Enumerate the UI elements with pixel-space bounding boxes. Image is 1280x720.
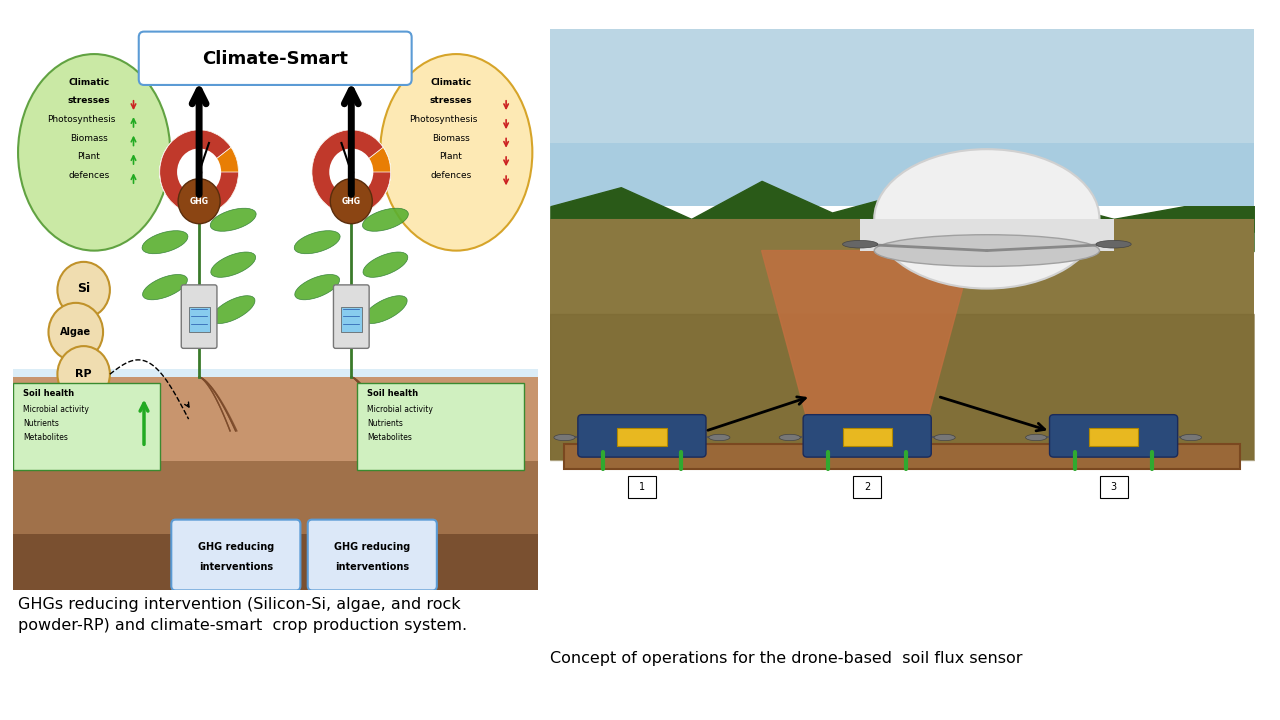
Ellipse shape [709, 434, 730, 441]
Text: defences: defences [68, 171, 110, 181]
Ellipse shape [1180, 434, 1202, 441]
Ellipse shape [1096, 240, 1132, 248]
Text: stresses: stresses [68, 96, 110, 105]
Circle shape [178, 179, 220, 224]
Text: 1: 1 [639, 482, 645, 492]
Wedge shape [312, 130, 390, 214]
Ellipse shape [211, 296, 255, 323]
Ellipse shape [142, 230, 188, 253]
Text: interventions: interventions [198, 562, 273, 572]
Text: Photosynthesis: Photosynthesis [408, 115, 477, 125]
Circle shape [177, 148, 221, 196]
Bar [842, 428, 892, 446]
FancyBboxPatch shape [138, 32, 412, 85]
Bar [860, 219, 1114, 251]
Text: GHG: GHG [189, 197, 209, 206]
Text: 2: 2 [864, 482, 870, 492]
FancyBboxPatch shape [307, 520, 436, 590]
Text: 3: 3 [1111, 482, 1116, 492]
Text: GHGs reducing intervention (Silicon-Si, algae, and rock
powder-RP) and climate-s: GHGs reducing intervention (Silicon-Si, … [18, 596, 467, 632]
FancyBboxPatch shape [172, 520, 301, 590]
Circle shape [329, 148, 374, 196]
Text: Algae: Algae [60, 327, 91, 337]
Text: Photosynthesis: Photosynthesis [47, 115, 115, 125]
Polygon shape [762, 251, 973, 459]
Ellipse shape [294, 230, 340, 253]
FancyBboxPatch shape [577, 415, 707, 457]
FancyBboxPatch shape [1050, 415, 1178, 457]
Ellipse shape [294, 274, 339, 300]
Bar [564, 444, 1240, 469]
Circle shape [330, 179, 372, 224]
FancyBboxPatch shape [13, 382, 160, 469]
Text: RP: RP [76, 369, 92, 379]
Ellipse shape [364, 296, 407, 323]
Wedge shape [312, 132, 390, 214]
Wedge shape [312, 130, 390, 214]
Ellipse shape [874, 235, 1100, 266]
Wedge shape [160, 130, 238, 214]
Ellipse shape [934, 434, 955, 441]
Bar [617, 428, 667, 446]
Text: Soil health: Soil health [23, 390, 74, 398]
Bar [13, 369, 538, 388]
Text: Soil health: Soil health [367, 390, 419, 398]
Bar [550, 29, 1254, 143]
Text: interventions: interventions [335, 562, 410, 572]
Text: GHG: GHG [342, 197, 361, 206]
Text: Si: Si [77, 282, 90, 294]
Ellipse shape [380, 54, 532, 251]
Ellipse shape [18, 54, 170, 251]
FancyBboxPatch shape [357, 382, 525, 469]
FancyBboxPatch shape [334, 285, 369, 348]
FancyBboxPatch shape [182, 285, 216, 348]
Ellipse shape [142, 274, 187, 300]
Ellipse shape [210, 208, 256, 231]
Text: GHG reducing: GHG reducing [334, 542, 411, 552]
Bar [1089, 428, 1138, 446]
Text: defences: defences [430, 171, 471, 181]
Bar [13, 534, 538, 590]
Ellipse shape [211, 252, 256, 277]
Bar [13, 462, 538, 534]
Wedge shape [160, 130, 238, 214]
Text: Climatic: Climatic [430, 78, 471, 86]
Text: GHG reducing: GHG reducing [197, 542, 274, 552]
Circle shape [58, 262, 110, 318]
Text: Nutrients: Nutrients [367, 419, 403, 428]
Ellipse shape [1025, 434, 1047, 441]
Bar [550, 219, 1254, 459]
Text: Nutrients: Nutrients [23, 419, 59, 428]
Text: Plant: Plant [78, 153, 100, 161]
Ellipse shape [874, 149, 1100, 289]
Wedge shape [160, 132, 238, 214]
Text: Plant: Plant [439, 153, 462, 161]
Ellipse shape [554, 434, 575, 441]
Text: stresses: stresses [430, 96, 472, 105]
Ellipse shape [362, 208, 408, 231]
FancyBboxPatch shape [803, 415, 932, 457]
Bar [188, 307, 210, 332]
Wedge shape [160, 130, 238, 214]
Text: Metabolites: Metabolites [367, 433, 412, 442]
Text: Biomass: Biomass [433, 134, 470, 143]
Wedge shape [160, 130, 238, 214]
Circle shape [58, 346, 110, 402]
Ellipse shape [780, 434, 800, 441]
Text: Biomass: Biomass [70, 134, 108, 143]
Wedge shape [312, 130, 390, 214]
Ellipse shape [842, 240, 878, 248]
Text: Climate-Smart: Climate-Smart [202, 50, 348, 68]
Circle shape [49, 303, 104, 361]
Text: Metabolites: Metabolites [23, 433, 68, 442]
Bar [13, 377, 538, 462]
Bar [550, 29, 1254, 206]
Bar [340, 307, 362, 332]
Ellipse shape [364, 252, 408, 277]
Text: Microbial activity: Microbial activity [367, 405, 433, 414]
Wedge shape [312, 130, 390, 214]
Text: Climatic: Climatic [68, 78, 110, 86]
Text: Microbial activity: Microbial activity [23, 405, 90, 414]
Text: Concept of operations for the drone-based  soil flux sensor: Concept of operations for the drone-base… [550, 651, 1023, 666]
